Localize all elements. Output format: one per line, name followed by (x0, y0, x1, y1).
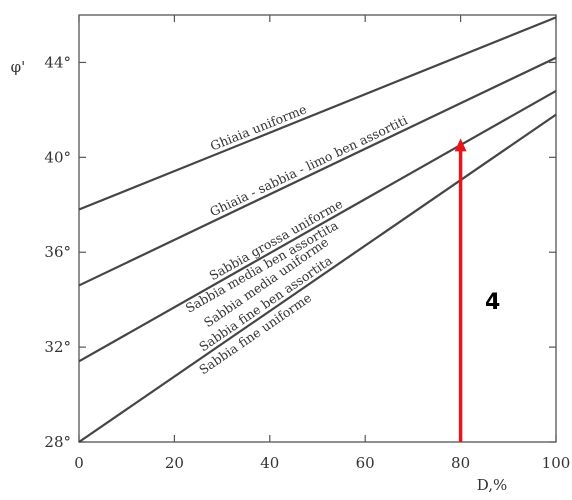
series-lines (78, 16, 557, 443)
x-tick-label: 40 (260, 454, 279, 472)
plot-frame (78, 14, 557, 443)
x-tick-label: 80 (451, 454, 470, 472)
y-axis-title: φ' (11, 58, 26, 76)
annotation: 4 (454, 138, 500, 442)
x-tick-label: 60 (356, 454, 375, 472)
y-tick-label: 32° (44, 338, 71, 356)
series-line (78, 89, 557, 363)
annotation-arrow-head (454, 138, 467, 152)
series-label: Ghiaia uniforme (208, 101, 309, 153)
x-tick-label: 100 (542, 454, 571, 472)
y-tick-label: 28° (44, 433, 71, 451)
tick-labels: 0 20 40 60 80 100 28° 32° 36° 40° 44° (44, 53, 570, 472)
y-tick-label: 40° (44, 148, 71, 166)
series-line (78, 16, 557, 211)
x-tick-label: 0 (74, 454, 84, 472)
annotation-label: 4 (485, 290, 500, 315)
series-line (78, 113, 557, 443)
series-line (78, 56, 557, 287)
y-tick-label: 44° (44, 53, 71, 71)
x-tick-label: 20 (165, 454, 184, 472)
x-axis-title: D,% (477, 476, 508, 494)
y-tick-label: 36° (44, 243, 71, 261)
